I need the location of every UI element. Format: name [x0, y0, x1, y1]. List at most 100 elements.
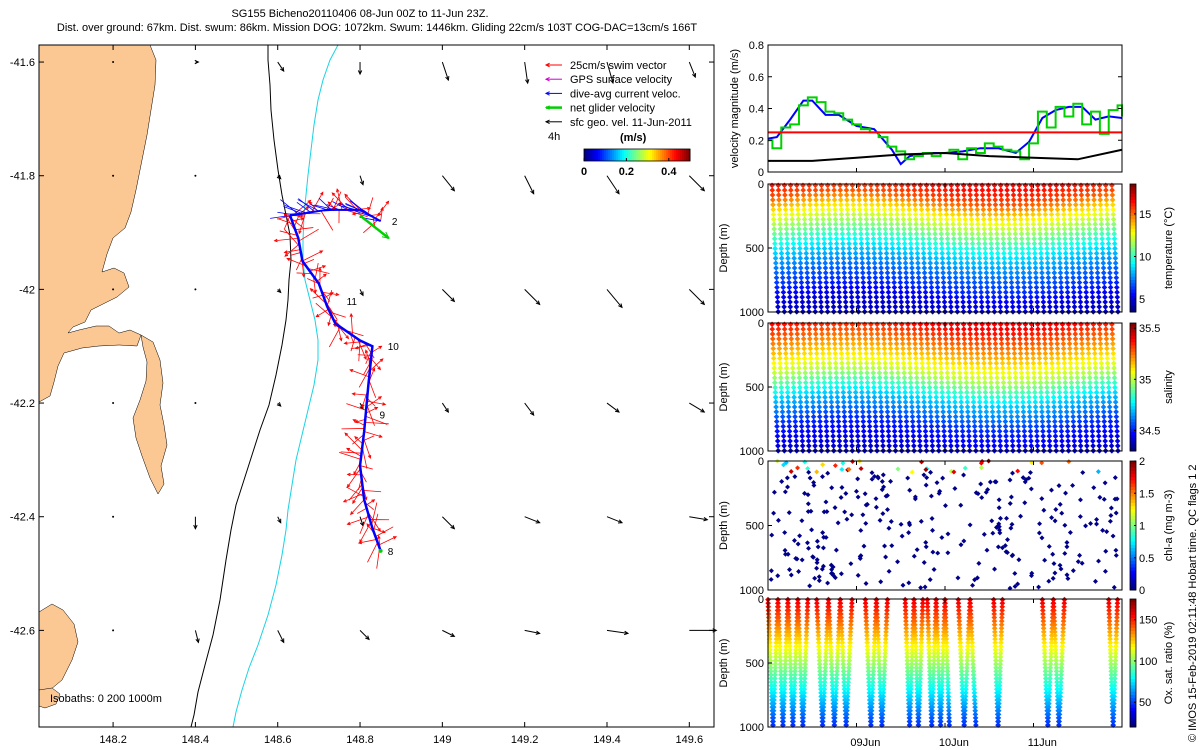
geo-velocity-arrow [194, 402, 197, 405]
section-colorbar [1129, 322, 1137, 452]
geo-velocity-arrow [276, 174, 282, 180]
geo-velocity-arrow [606, 175, 620, 195]
geo-velocity-arrow [688, 61, 697, 79]
time-tick-label: 09Jun [850, 737, 880, 749]
geo-velocity-arrow [357, 62, 363, 76]
colorbar-tick-label: 5 [1139, 294, 1145, 306]
geo-velocity-arrow [194, 174, 197, 177]
map-legend: 25cm/s swim vector GPS surface velocity di… [544, 60, 692, 178]
geo-velocity-arrow [112, 402, 115, 405]
land-mainland [38, 44, 157, 403]
colorbar-label: (m/s) [620, 132, 647, 144]
geo-velocity-arrow [606, 61, 615, 85]
geo-velocity-arrow [112, 174, 115, 177]
depth-tick-label: 1000 [740, 585, 764, 597]
section-markers [769, 321, 1121, 454]
geo-velocity-arrow [276, 402, 282, 407]
section-colorbar [1129, 183, 1137, 313]
geo-velocity-arrow [524, 175, 535, 195]
time-tick-label: 10Jun [939, 737, 969, 749]
colorbar-tick-label: 0.2 [619, 166, 634, 178]
day-label: 10 [388, 342, 400, 353]
geo-velocity-arrow [112, 61, 115, 64]
map-xtick-label: 149.2 [511, 734, 539, 746]
section-markers [765, 596, 1121, 728]
geo-velocity-arrow [194, 288, 197, 291]
geo-velocity-arrow [359, 630, 370, 641]
day-label: 8 [388, 547, 394, 558]
geo-velocity-arrow [441, 175, 456, 192]
depth-tick-label: 500 [746, 243, 764, 255]
geo-velocity-arrow [689, 402, 706, 413]
section-markers [769, 182, 1121, 315]
colorbar-tick-label: 50 [1139, 697, 1151, 709]
map-ytick-label: -42.4 [10, 512, 35, 524]
colorbar-tick-label: 0 [1139, 585, 1145, 597]
chart-subtitle: Dist. over ground: 67km. Dist. swum: 86k… [56, 22, 698, 34]
map-ytick-label: -41.6 [10, 57, 35, 69]
depth-tick-label: 0 [758, 594, 764, 606]
legend-entry: net glider velocity [570, 103, 655, 115]
geo-velocity-arrow [359, 175, 365, 186]
depth-ylabel: Depth (m) [718, 224, 730, 273]
colorbar-tick-label: 150 [1139, 615, 1157, 627]
colorbar-tick-label: 35.5 [1139, 323, 1160, 335]
geo-velocity-arrow [442, 629, 456, 637]
geo-velocity-arrow [606, 289, 623, 309]
legend-time-label: 4h [548, 131, 560, 143]
geo-velocity-arrow [524, 402, 535, 416]
section-markers [768, 458, 1120, 591]
map-ytick-label: -42.6 [10, 625, 35, 637]
land-peninsula [132, 334, 168, 495]
glider-track [288, 215, 382, 552]
velocity-ytick-label: 0.2 [749, 135, 764, 147]
geo-velocity-arrow [276, 288, 282, 294]
section-colorbar [1129, 598, 1137, 728]
geo-velocity-arrow [277, 516, 282, 524]
net-velocity-line [359, 214, 390, 240]
depth-ylabel: Depth (m) [718, 363, 730, 412]
geo-velocity-arrow [442, 516, 456, 530]
colorbar-tick-label: 2 [1139, 456, 1145, 468]
colorbar-tick-label: 0.5 [1139, 553, 1154, 565]
net-velocity-head [381, 231, 390, 239]
map-xtick-label: 148.2 [99, 734, 127, 746]
geo-velocity-arrow [606, 402, 620, 413]
colorbar-tick-label: 100 [1139, 656, 1157, 668]
geo-velocity-arrow [194, 59, 200, 65]
velocity-ytick-label: 0.4 [749, 104, 764, 116]
map-ytick-label: -41.8 [10, 171, 35, 183]
isobath-200m [190, 45, 292, 728]
map-panel: 8 9 10 11 2 25cm/s swim vector GPS surface vel… [10, 44, 718, 746]
track-end-marker [378, 548, 383, 553]
section-panel-4: 0 500 1000 Depth (m) 50 100 150 Ox. sat. ratio … [718, 594, 1175, 734]
geo-velocity-arrow [524, 61, 530, 85]
map-xtick-label: 148.8 [346, 734, 374, 746]
map-xtick-label: 149.6 [676, 734, 704, 746]
day-label: 11 [347, 297, 358, 308]
geo-velocity-arrow [689, 516, 709, 522]
geo-velocity-arrow [606, 516, 624, 524]
geo-velocity-arrow [606, 629, 630, 636]
legend-entry: sfc geo. vel. 11-Jun-2011 [570, 117, 692, 129]
day-label: 9 [380, 410, 386, 421]
geo-velocity-arrow [524, 289, 541, 306]
depth-tick-label: 1000 [740, 307, 764, 319]
geo-velocity-arrow [359, 289, 364, 297]
geo-velocity-arrow [112, 515, 115, 518]
map-ytick-label: -42 [19, 284, 35, 296]
map-colorbar [583, 148, 691, 162]
colorbar-tick-label: 34.5 [1139, 426, 1160, 438]
depth-tick-label: 0 [758, 456, 764, 468]
chart-title: SG155 Bicheno20110406 08-Jun 00Z to 11-J… [231, 8, 489, 20]
colorbar-title: Ox. sat. ratio (%) [1163, 622, 1175, 705]
velocity-ytick-label: 0 [758, 167, 764, 179]
map-xtick-label: 149.4 [593, 734, 621, 746]
colorbar-tick-label: 0 [581, 166, 587, 178]
glider-track-branch [289, 208, 382, 223]
geo-velocity-arrow [277, 61, 285, 73]
geo-velocity-arrow [112, 629, 115, 632]
legend-entry: 25cm/s swim vector [570, 60, 667, 72]
depth-ylabel: Depth (m) [718, 501, 730, 550]
